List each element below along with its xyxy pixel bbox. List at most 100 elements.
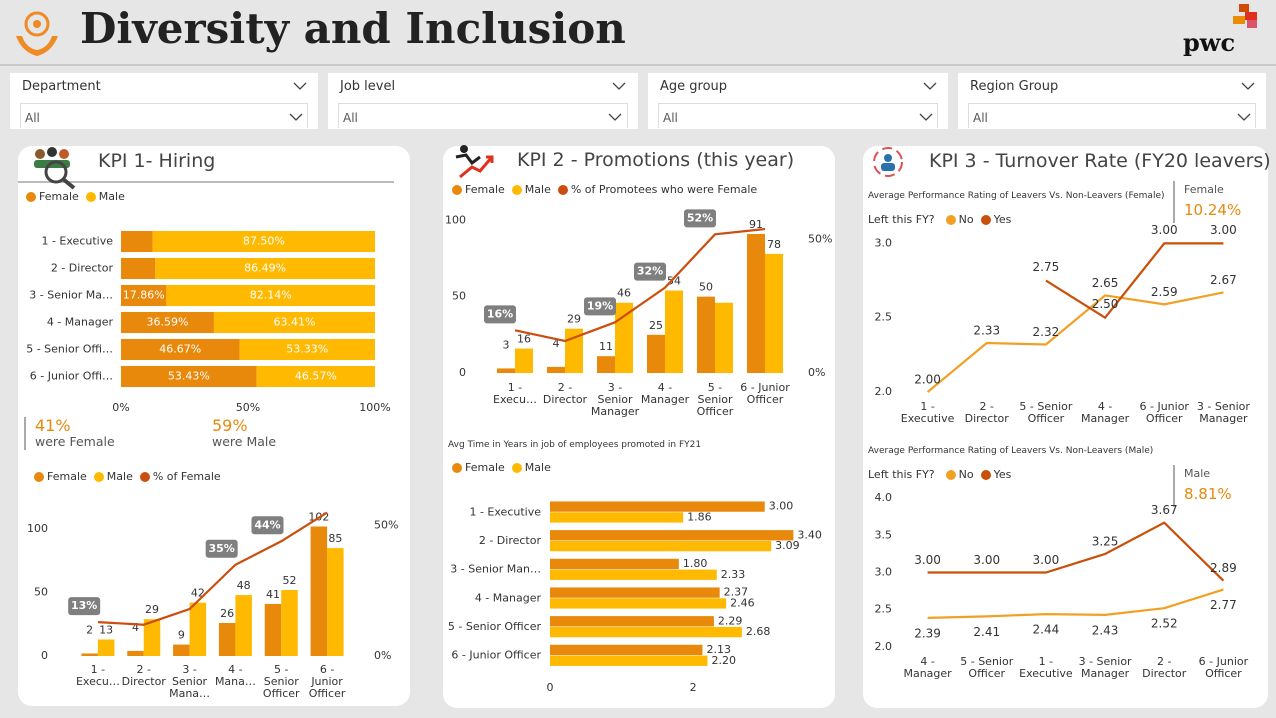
legend-title: Left this FY? xyxy=(868,213,935,226)
legend-label: Male xyxy=(106,470,133,483)
x-tick-label: 1 - Executive xyxy=(1019,655,1073,680)
legend-label: Male xyxy=(524,461,551,474)
legend-label: No xyxy=(958,213,974,226)
data-label: 2.52 xyxy=(1151,617,1178,631)
data-label-box xyxy=(584,297,616,316)
line xyxy=(97,511,328,626)
bar xyxy=(550,587,720,598)
data-label: 2.77 xyxy=(1210,598,1237,612)
x-tick-label: 100% xyxy=(359,401,390,414)
bar xyxy=(715,302,733,373)
x-tick-label: 6 - Junior Officer xyxy=(1198,655,1249,680)
bar xyxy=(547,366,565,373)
data-label: 41 xyxy=(266,588,280,601)
y-tick-label: 0 xyxy=(459,366,466,379)
data-label: 16 xyxy=(517,333,531,346)
data-label: 2.65 xyxy=(1092,276,1119,290)
data-label: 2.41 xyxy=(973,625,1000,639)
chart-title: Average Performance Rating of Leavers Vs… xyxy=(868,446,1154,456)
filter-value: All xyxy=(663,111,678,125)
card-value: 59% xyxy=(212,416,248,435)
bar xyxy=(97,639,115,656)
data-label: 17.86% xyxy=(123,289,165,302)
x-tick-label: 1 - Execu… xyxy=(493,381,537,406)
bar xyxy=(121,338,240,361)
data-label: 2.68 xyxy=(746,625,771,638)
line xyxy=(514,227,766,343)
data-label: 2.37 xyxy=(724,586,749,599)
panel-icon xyxy=(455,145,494,179)
legend-swatch xyxy=(93,471,104,482)
data-label: 78 xyxy=(767,238,781,251)
filter[interactable]: Department All xyxy=(10,73,318,129)
card-value: 41% xyxy=(35,416,71,435)
data-label: 52 xyxy=(283,574,297,587)
x-tick-label: 5 - Senior Officer xyxy=(960,655,1014,680)
card-bar xyxy=(1173,181,1175,223)
filter-label: Job level xyxy=(340,79,396,94)
data-label: 2 xyxy=(86,623,93,636)
data-label: 32% xyxy=(637,265,663,278)
data-label: 25 xyxy=(649,319,663,332)
x-tick-label: 5 - Senior Officer xyxy=(1019,400,1073,425)
bar xyxy=(213,311,375,334)
bar xyxy=(550,598,727,609)
data-label: 2.32 xyxy=(1033,325,1060,339)
data-label: 3.00 xyxy=(914,553,941,567)
data-label: 2.39 xyxy=(914,626,941,640)
filter[interactable]: Region Group All xyxy=(958,73,1266,129)
filter[interactable]: Job level All xyxy=(328,73,638,129)
filter-value: All xyxy=(973,111,988,125)
card-value: 10.24% xyxy=(1184,201,1242,219)
bar xyxy=(550,540,772,552)
filter-box[interactable]: All xyxy=(658,103,938,128)
data-label: 2.33 xyxy=(973,323,1000,337)
data-label: 9 xyxy=(178,629,185,642)
legend: Left this FY? No Yes xyxy=(868,213,1011,226)
x-tick-label: 50% xyxy=(236,401,260,414)
x-tick-label: 3 - Senior Mana… xyxy=(169,663,211,700)
data-label: 4 xyxy=(132,621,139,634)
data-label: 3.09 xyxy=(775,539,800,552)
data-label: 63.41% xyxy=(273,316,315,329)
legend-label: % of Promotees who were Female xyxy=(570,183,758,196)
data-label: 48 xyxy=(237,579,251,592)
panel-icon xyxy=(873,147,903,177)
bar xyxy=(143,619,161,656)
x-tick-label: 1 - Execu… xyxy=(75,663,120,688)
chart-title: Average Performance Rating of Leavers Vs… xyxy=(868,191,1165,201)
data-label: 2.59 xyxy=(1151,285,1178,299)
filter-box[interactable]: All xyxy=(968,103,1256,128)
data-label: 3.25 xyxy=(1092,534,1119,548)
y-tick-label: 3.0 xyxy=(875,236,893,249)
filter-box[interactable]: All xyxy=(338,103,628,128)
panel xyxy=(443,146,835,708)
filter[interactable]: Age group All xyxy=(648,73,948,129)
data-label-box xyxy=(205,539,238,558)
y-tick-label: 100 xyxy=(445,213,466,226)
legend-swatch xyxy=(34,471,44,482)
filter-box[interactable]: All xyxy=(20,103,308,128)
logo-mark xyxy=(1233,4,1257,28)
y2-tick-label: 0% xyxy=(374,649,391,662)
data-label: 13 xyxy=(99,623,113,636)
bar xyxy=(747,234,765,373)
bar xyxy=(155,257,375,280)
line xyxy=(927,588,1224,619)
legend: Female Male % of Female xyxy=(30,470,221,483)
y-tick-label: 2.0 xyxy=(875,385,893,398)
card-label: were Female xyxy=(35,434,115,449)
bar xyxy=(550,644,703,656)
legend-label: No xyxy=(958,468,974,481)
x-tick-label: 5 - Senior Officer xyxy=(696,381,734,418)
bar xyxy=(121,365,257,388)
data-label: 2.13 xyxy=(706,643,731,656)
legend: Female Male xyxy=(448,461,551,474)
data-label: 3.00 xyxy=(1210,223,1237,237)
bar xyxy=(550,616,714,627)
x-tick-label: 4 - Manager xyxy=(1080,400,1130,425)
bar xyxy=(218,622,236,656)
data-label: 26 xyxy=(220,607,234,620)
legend-label: Female xyxy=(39,190,79,203)
data-label: 46.57% xyxy=(295,370,337,383)
